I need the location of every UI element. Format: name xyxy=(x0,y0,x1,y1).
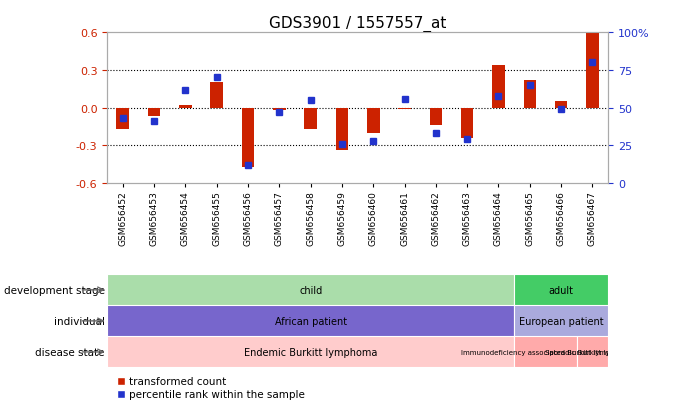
Bar xyxy=(336,109,348,151)
Bar xyxy=(107,306,514,337)
Text: Immunodeficiency associated Burkitt lymphoma: Immunodeficiency associated Burkitt lymp… xyxy=(461,349,630,355)
Text: disease state: disease state xyxy=(35,347,104,357)
Legend: transformed count, percentile rank within the sample: transformed count, percentile rank withi… xyxy=(113,372,309,404)
Text: adult: adult xyxy=(549,285,574,295)
Bar xyxy=(492,66,504,109)
Bar xyxy=(461,109,473,139)
Bar xyxy=(577,337,608,368)
Text: African patient: African patient xyxy=(274,316,347,326)
Bar xyxy=(179,106,191,109)
Bar xyxy=(398,109,411,110)
Text: European patient: European patient xyxy=(519,316,603,326)
Bar xyxy=(211,83,223,109)
Bar xyxy=(430,109,442,126)
Bar xyxy=(273,109,285,111)
Bar xyxy=(555,102,567,109)
Text: child: child xyxy=(299,285,322,295)
Bar xyxy=(514,337,577,368)
Bar xyxy=(242,109,254,167)
Bar xyxy=(107,337,514,368)
Bar xyxy=(524,81,536,109)
Bar xyxy=(148,109,160,117)
Bar xyxy=(107,275,514,306)
Text: Endemic Burkitt lymphoma: Endemic Burkitt lymphoma xyxy=(244,347,377,357)
Text: development stage: development stage xyxy=(3,285,104,295)
Bar xyxy=(514,306,608,337)
Text: Sporadic Burkitt lymphoma: Sporadic Burkitt lymphoma xyxy=(545,349,641,355)
Title: GDS3901 / 1557557_at: GDS3901 / 1557557_at xyxy=(269,16,446,32)
Bar xyxy=(304,109,317,130)
Text: individual: individual xyxy=(54,316,104,326)
Bar xyxy=(514,275,608,306)
Bar xyxy=(586,33,598,109)
Bar xyxy=(367,109,379,133)
Bar xyxy=(117,109,129,130)
